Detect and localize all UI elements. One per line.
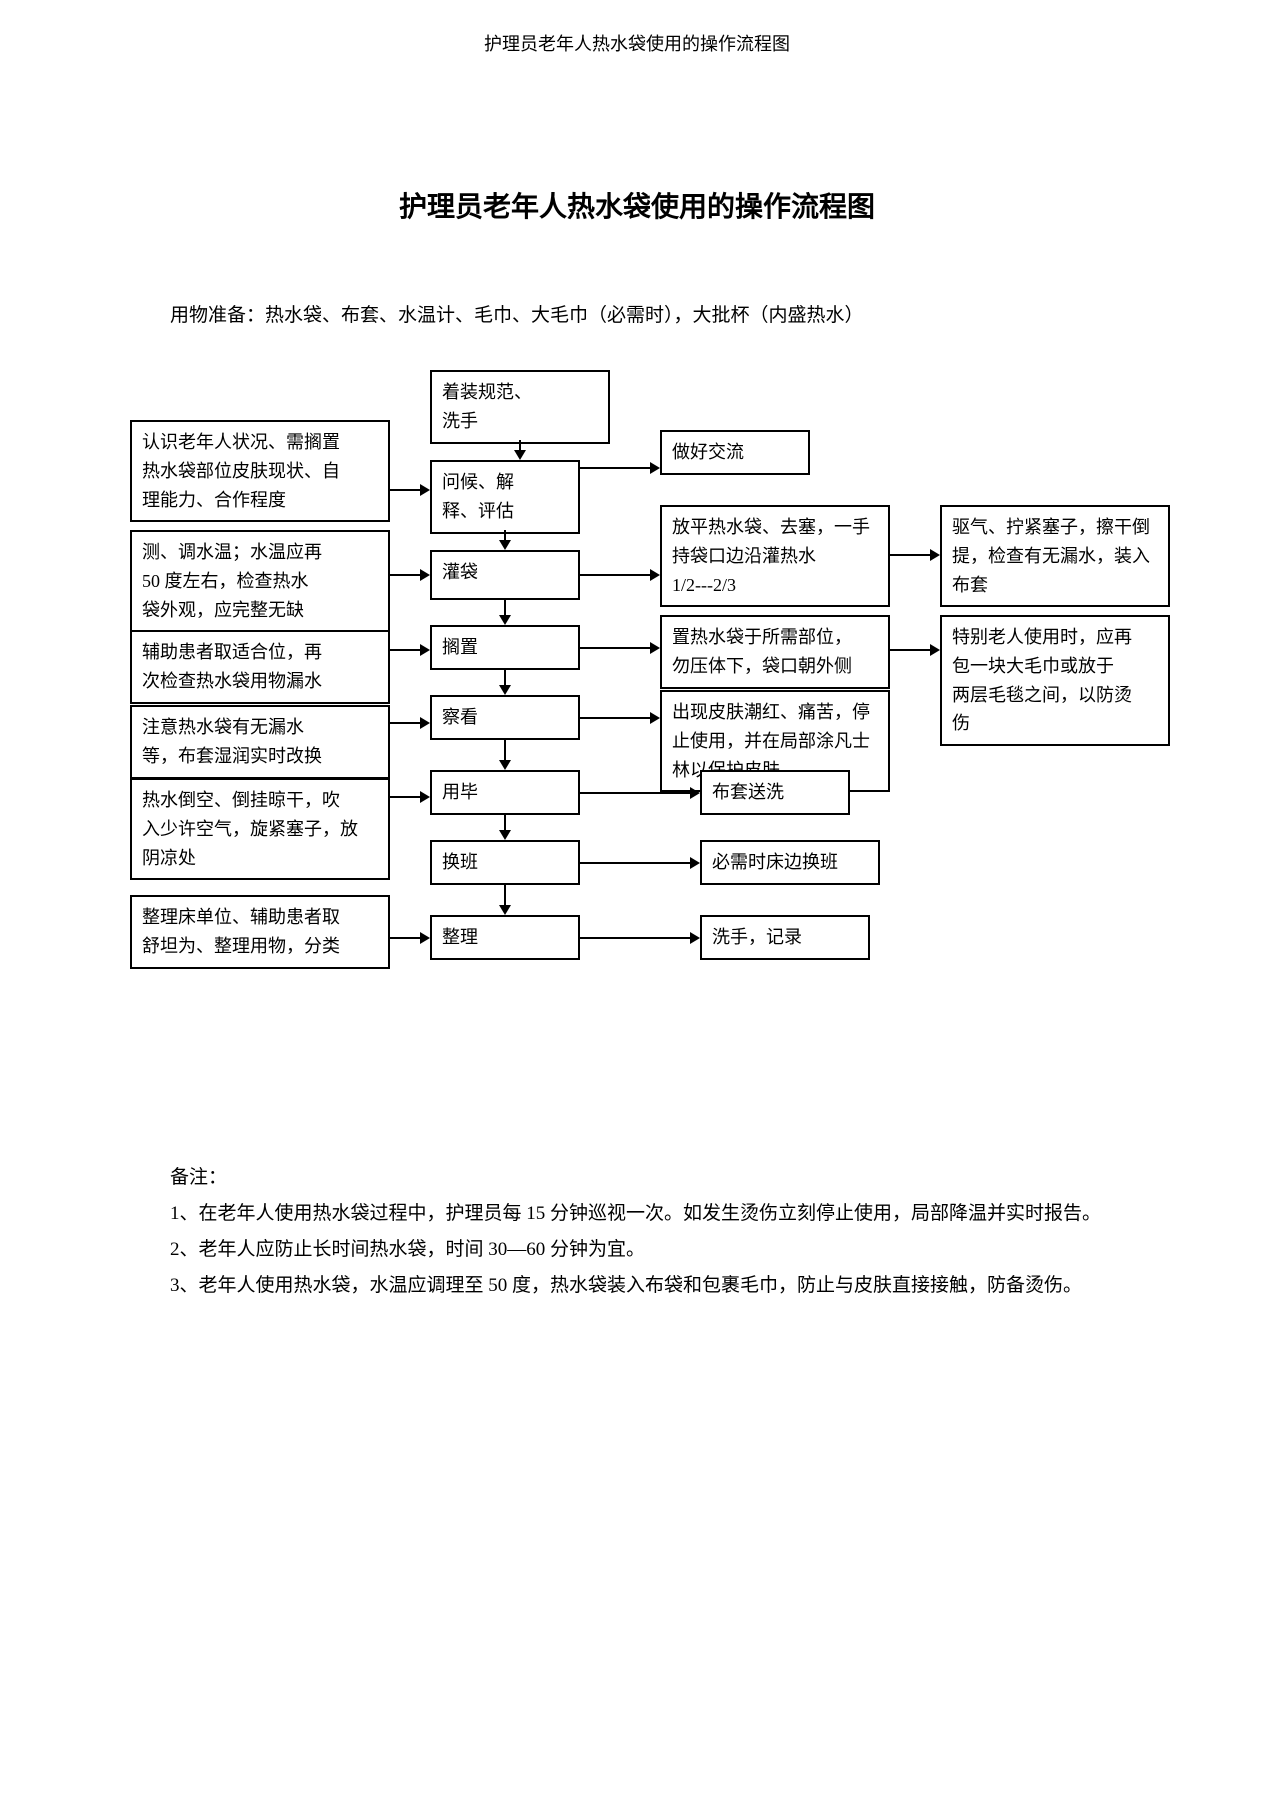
flowchart-node: 做好交流 [660,430,810,475]
flowchart-node: 注意热水袋有无漏水等，布套湿润实时改换 [130,705,390,779]
flowchart-edge [390,489,422,491]
flowchart-edge [390,722,422,724]
flowchart-node: 放平热水袋、去塞，一手持袋口边沿灌热水1/2---2/3 [660,505,890,607]
flowchart-node: 整理床单位、辅助患者取舒坦为、整理用物，分类 [130,895,390,969]
flowchart-arrowhead [690,857,700,869]
flowchart-arrowhead [499,615,511,625]
flowchart-arrowhead [930,549,940,561]
flowchart-arrowhead [650,462,660,474]
notes-item: 2、老年人应防止长时间热水袋，时间 30—60 分钟为宜。 [170,1232,1134,1268]
flowchart-node: 特别老人使用时，应再包一块大毛巾或放于两层毛毯之间，以防烫伤 [940,615,1170,746]
flowchart-edge [504,740,506,762]
flowchart-edge [890,554,932,556]
flowchart-node: 察看 [430,695,580,740]
preparation-line: 用物准备：热水袋、布套、水温计、毛巾、大毛巾（必需时），大批杯（内盛热水） [170,300,1174,327]
flowchart-node: 洗手，记录 [700,915,870,960]
flowchart-edge [580,467,652,469]
flowchart-arrowhead [499,830,511,840]
flowchart-edge [390,649,422,651]
notes-section: 备注： 1、在老年人使用热水袋过程中，护理员每 15 分钟巡视一次。如发生烫伤立… [170,1160,1134,1304]
flowchart-node: 必需时床边换班 [700,840,880,885]
flowchart-node: 着装规范、洗手 [430,370,610,444]
flowchart-edge [580,717,652,719]
notes-title: 备注： [170,1160,1134,1196]
flowchart-arrowhead [420,569,430,581]
flowchart-node: 问候、解释、评估 [430,460,580,534]
flowchart-node: 热水倒空、倒挂晾干，吹入少许空气，旋紧塞子，放阴凉处 [130,778,390,880]
flowchart-edge [390,574,422,576]
flowchart-edge [390,796,422,798]
flowchart-arrowhead [650,642,660,654]
flowchart-arrowhead [499,760,511,770]
flowchart-edge [580,647,652,649]
flowchart-edge [580,574,652,576]
flowchart-arrowhead [420,717,430,729]
flowchart-node: 认识老年人状况、需搁置热水袋部位皮肤现状、自理能力、合作程度 [130,420,390,522]
flowchart-arrowhead [650,712,660,724]
flowchart-arrowhead [420,791,430,803]
flowchart-edge [504,885,506,907]
flowchart-arrowhead [690,787,700,799]
flowchart-node: 布套送洗 [700,770,850,815]
flowchart-node: 测、调水温；水温应再50 度左右，检查热水袋外观，应完整无缺 [130,530,390,632]
flowchart-node: 用毕 [430,770,580,815]
flowchart-arrowhead [499,905,511,915]
page-header-title: 护理员老年人热水袋使用的操作流程图 [0,30,1274,56]
flowchart-arrowhead [420,484,430,496]
flowchart-edge [580,792,692,794]
flowchart-node: 辅助患者取适合位，再次检查热水袋用物漏水 [130,630,390,704]
notes-item: 3、老年人使用热水袋，水温应调理至 50 度，热水袋装入布袋和包裹毛巾，防止与皮… [170,1268,1134,1304]
flowchart-arrowhead [499,540,511,550]
flowchart-edge [580,862,692,864]
flowchart-node: 灌袋 [430,550,580,600]
flowchart-edge [390,937,422,939]
notes-item: 1、在老年人使用热水袋过程中，护理员每 15 分钟巡视一次。如发生烫伤立刻停止使… [170,1196,1134,1232]
flowchart-container: 着装规范、洗手问候、解释、评估灌袋搁置察看用毕换班整理 认识老年人状况、需搁置热水… [0,370,1274,1120]
flowchart-node: 搁置 [430,625,580,670]
flowchart-edge [890,649,932,651]
flowchart-arrowhead [514,450,526,460]
flowchart-edge [580,937,692,939]
flowchart-arrowhead [690,932,700,944]
flowchart-arrowhead [420,932,430,944]
flowchart-node: 整理 [430,915,580,960]
flowchart-node: 驱气、拧紧塞子，擦干倒提，检查有无漏水，装入布套 [940,505,1170,607]
flowchart-node: 换班 [430,840,580,885]
flowchart-node: 置热水袋于所需部位，勿压体下，袋口朝外侧 [660,615,890,689]
flowchart-arrowhead [420,644,430,656]
flowchart-arrowhead [650,569,660,581]
main-title: 护理员老年人热水袋使用的操作流程图 [0,185,1274,225]
flowchart-arrowhead [930,644,940,656]
flowchart-arrowhead [499,685,511,695]
